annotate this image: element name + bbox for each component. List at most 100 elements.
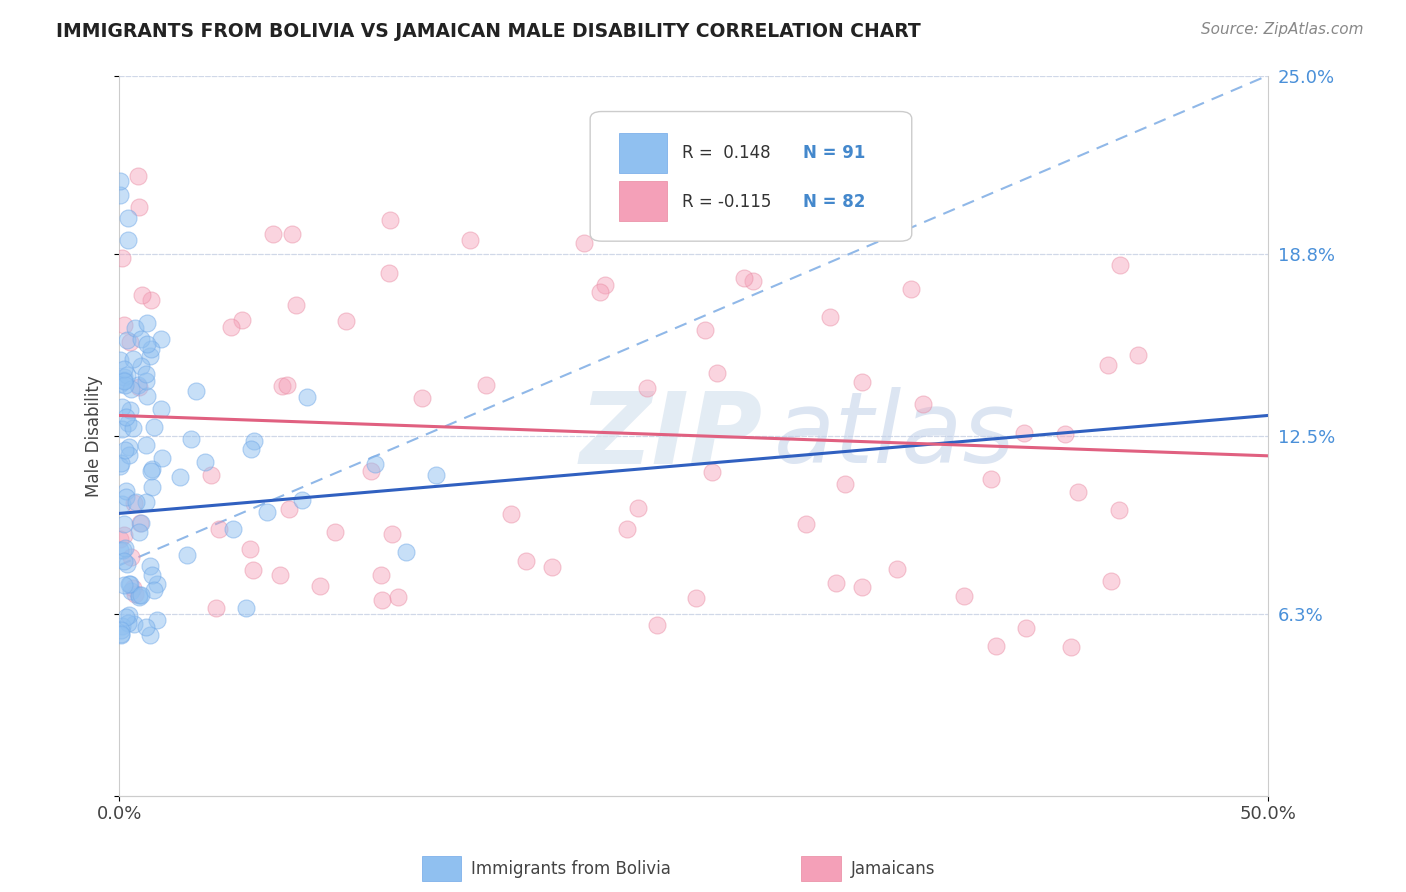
Point	[138, 628, 160, 642]
Point	[138, 559, 160, 574]
Point	[149, 402, 172, 417]
Point	[685, 591, 707, 606]
Point	[111, 251, 134, 265]
Point	[308, 579, 330, 593]
Point	[295, 390, 318, 404]
Point	[139, 342, 162, 356]
Point	[135, 374, 157, 388]
Point	[118, 448, 141, 462]
Point	[128, 200, 150, 214]
Point	[131, 359, 153, 373]
Point	[150, 451, 173, 466]
Point	[141, 461, 163, 475]
Point	[613, 184, 636, 198]
Point	[112, 374, 135, 388]
Point	[115, 483, 138, 498]
Point	[108, 532, 131, 546]
Point	[128, 380, 150, 394]
FancyBboxPatch shape	[619, 133, 666, 173]
Point	[128, 516, 150, 530]
Point	[110, 400, 132, 414]
Point	[291, 493, 314, 508]
Text: R =  0.148: R = 0.148	[682, 145, 770, 162]
Point	[1015, 622, 1038, 636]
Point	[127, 169, 149, 184]
Point	[1108, 503, 1130, 517]
Point	[139, 293, 162, 307]
FancyBboxPatch shape	[591, 112, 911, 241]
Point	[208, 522, 231, 536]
Point	[387, 590, 409, 604]
Point	[235, 600, 257, 615]
Point	[794, 516, 817, 531]
Point	[280, 227, 302, 241]
Point	[184, 384, 207, 399]
Text: N = 82: N = 82	[803, 193, 865, 211]
Point	[128, 525, 150, 540]
Point	[742, 274, 765, 288]
Point	[593, 278, 616, 293]
Point	[114, 541, 136, 555]
Point	[380, 213, 402, 227]
Point	[108, 352, 131, 367]
Point	[222, 522, 245, 536]
Point	[111, 619, 134, 633]
Point	[900, 282, 922, 296]
Point	[112, 318, 135, 333]
Point	[176, 548, 198, 562]
Point	[111, 543, 134, 558]
Point	[117, 608, 139, 623]
Point	[323, 524, 346, 539]
Point	[378, 266, 401, 280]
Point	[139, 464, 162, 478]
Point	[139, 349, 162, 363]
Point	[911, 397, 934, 411]
Point	[120, 335, 142, 350]
Point	[129, 332, 152, 346]
Point	[627, 500, 650, 515]
Point	[122, 581, 145, 595]
Point	[360, 464, 382, 478]
Point	[110, 623, 132, 637]
Text: ZIP: ZIP	[579, 387, 762, 484]
Point	[117, 211, 139, 226]
Point	[115, 491, 138, 505]
Point	[108, 174, 131, 188]
Point	[200, 467, 222, 482]
Point	[143, 419, 166, 434]
Point	[276, 377, 298, 392]
Point	[124, 587, 146, 601]
Point	[112, 578, 135, 592]
Point	[818, 310, 841, 325]
Point	[108, 542, 131, 557]
Text: N = 91: N = 91	[803, 145, 865, 162]
Point	[616, 522, 638, 536]
Text: R = -0.115: R = -0.115	[682, 193, 772, 211]
Text: IMMIGRANTS FROM BOLIVIA VS JAMAICAN MALE DISABILITY CORRELATION CHART: IMMIGRANTS FROM BOLIVIA VS JAMAICAN MALE…	[56, 22, 921, 41]
Point	[733, 270, 755, 285]
Point	[128, 588, 150, 602]
Point	[952, 589, 974, 603]
Point	[1097, 358, 1119, 372]
Point	[277, 502, 299, 516]
Point	[129, 588, 152, 602]
Y-axis label: Male Disability: Male Disability	[86, 375, 103, 497]
Text: atlas: atlas	[773, 387, 1015, 484]
Point	[499, 507, 522, 521]
Point	[169, 470, 191, 484]
Point	[239, 542, 262, 557]
Point	[135, 495, 157, 509]
Point	[129, 516, 152, 530]
Point	[120, 403, 142, 417]
Point	[1067, 485, 1090, 500]
Point	[114, 554, 136, 568]
Point	[141, 479, 163, 493]
Point	[131, 288, 153, 302]
Point	[335, 314, 357, 328]
Point	[135, 620, 157, 634]
Text: Source: ZipAtlas.com: Source: ZipAtlas.com	[1201, 22, 1364, 37]
Point	[370, 567, 392, 582]
Point	[135, 438, 157, 452]
Point	[114, 443, 136, 458]
Point	[112, 370, 135, 384]
